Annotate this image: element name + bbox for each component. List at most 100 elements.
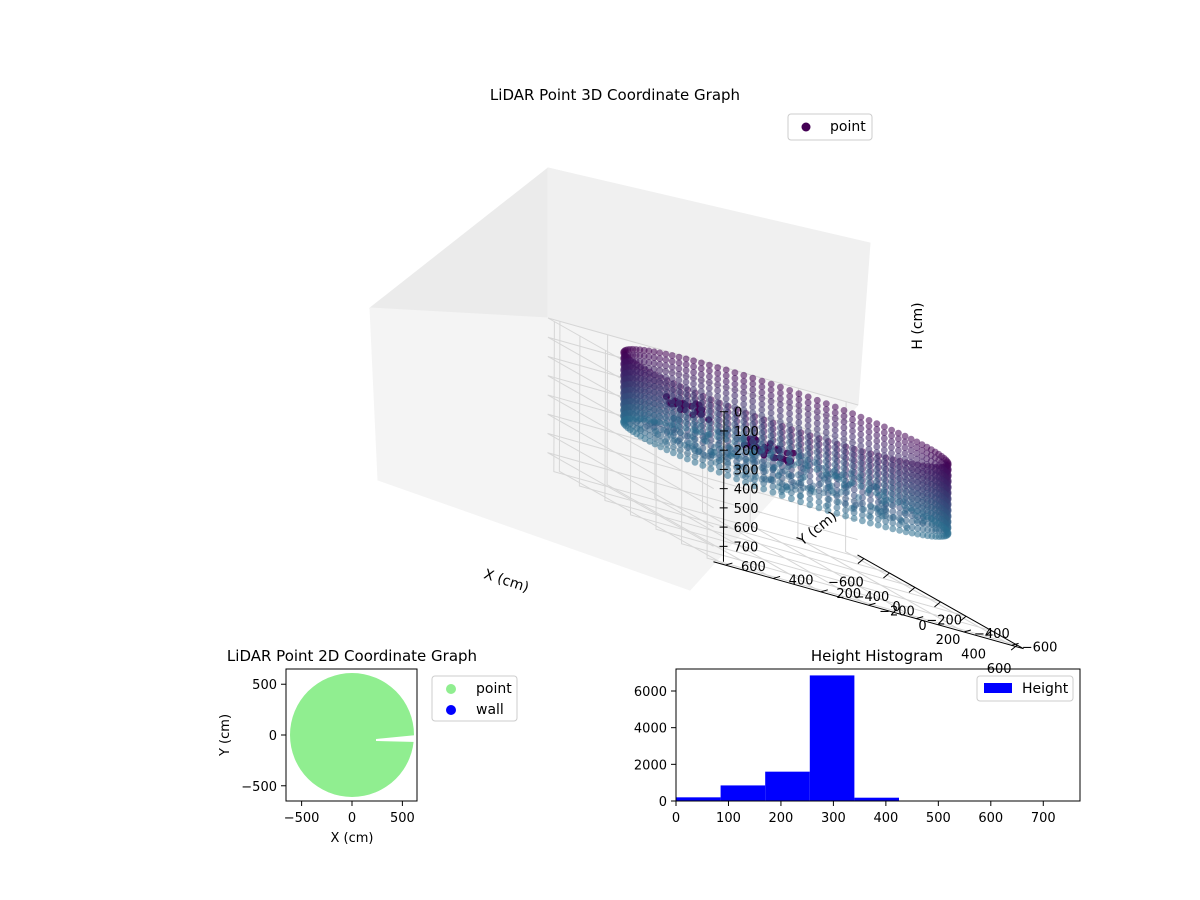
x-tick-label-3d: 400 [961,648,986,663]
data-point-3d [840,484,848,492]
data-point-3d [908,523,916,531]
data-point-3d [876,508,884,516]
data-point-3d [833,481,841,488]
data-point-3d [806,472,814,480]
data-point-3d [795,396,803,403]
data-point-3d [650,394,658,402]
data-point-3d [743,458,750,466]
data-point-3d [901,490,909,498]
legend-hist-label: Height [1022,681,1069,697]
data-point-3d [740,400,748,408]
data-point-3d [738,463,746,471]
data-point-3d [831,472,839,480]
data-point-3d [848,479,856,487]
z-tick-label-3d: 500 [734,502,759,517]
data-point-3d [865,480,873,488]
data-point-3d [686,432,694,440]
data-point-3d [684,432,691,440]
data-point-3d [850,503,858,511]
data-point-3d [865,486,873,493]
data-point-3d [767,421,775,428]
data-point-3d [865,445,873,453]
data-point-3d [815,487,823,494]
data-point-3d [767,386,775,394]
data-point-3d [849,433,856,441]
data-point-3d [731,380,739,388]
data-point-3d [806,495,814,503]
data-point-3d [656,395,663,403]
data-point-3d [795,401,803,409]
data-point-3d [759,465,767,472]
data-point-3d [662,402,669,410]
data-point-3d [873,454,881,462]
data-point-3d [650,354,658,361]
data-point-3d [788,466,795,474]
data-point-3d [797,498,804,506]
data-point-3d [786,392,794,400]
x-tick-label-hist: 500 [926,811,951,826]
data-point-3d [849,450,856,458]
data-point-3d [894,481,902,489]
data-point-3d [769,460,777,467]
data-point-3d [880,475,888,483]
x-tick-label-hist: 400 [873,811,898,826]
data-point-3d [671,436,679,444]
data-point-3d [913,484,920,492]
data-point-3d [689,426,697,434]
data-point-3d [758,418,766,425]
y-tick-label-hist: 6000 [634,685,667,700]
data-point-3d [840,435,848,443]
data-point-3d [662,419,669,427]
data-point-3d [695,448,703,456]
data-point-3d [697,405,705,413]
data-point-3d [804,393,812,401]
data-point-3d [877,507,885,515]
data-point-3d [804,462,812,470]
data-point-3d [880,512,887,520]
data-point-3d [771,464,778,471]
data-point-3d [760,479,768,487]
data-point-3d [776,418,784,426]
data-point-3d [813,454,821,462]
data-point-3d [742,473,749,480]
data-point-3d [758,406,766,414]
data-point-3d [824,501,832,509]
data-point-3d [690,436,698,444]
data-point-3d [714,421,721,429]
data-point-3d [907,441,915,449]
grid-line-x [706,408,1018,646]
data-point-3d [865,422,873,430]
data-point-3d [824,489,832,497]
data-point-3d [645,359,653,366]
data-point-3d [776,435,784,443]
data-point-3d [873,472,880,479]
data-point-3d [786,387,794,394]
grid-line-y [558,321,726,566]
data-point-3d [824,484,832,491]
data-point-3d [650,411,658,419]
data-point-3d [666,428,674,436]
data-point-3d [714,427,721,435]
data-point-3d [776,459,784,466]
data-point-3d [682,367,690,374]
data-point-3d [656,418,663,426]
data-point-3d [650,360,658,367]
data-point-3d [804,422,812,430]
data-point-3d [813,448,821,456]
data-point-3d [682,395,690,403]
data-point-3d [778,486,786,494]
data-point-3d [749,432,756,440]
data-point-3d [788,489,795,497]
data-point-3d [735,463,743,470]
data-point-3d [749,397,757,405]
data-point-3d [813,443,821,450]
data-point-3d [907,453,915,460]
data-point-3d [684,455,691,463]
data-point-3d [849,416,856,423]
data-point-3d [636,425,644,433]
data-point-3d [697,417,705,424]
data-point-3d [890,513,898,521]
z-tick-label-3d: 700 [734,540,759,555]
data-point-3d [874,498,882,506]
data-point-3d [767,398,775,405]
